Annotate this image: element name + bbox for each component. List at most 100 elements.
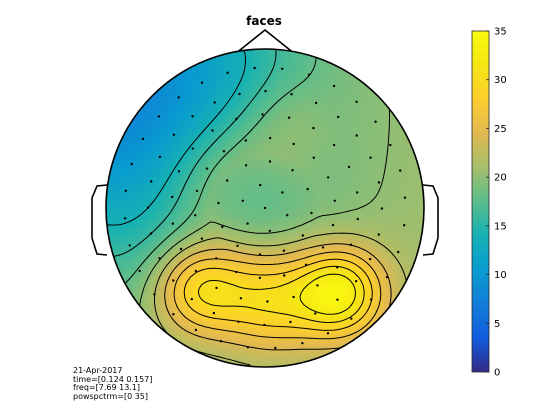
electrode-marker <box>141 137 145 141</box>
electrode-marker <box>368 257 372 261</box>
electrode-marker <box>281 67 284 71</box>
electrode-marker <box>213 101 216 104</box>
contour-line <box>299 273 356 315</box>
electrode-marker <box>333 199 336 202</box>
electrode-marker <box>332 84 336 88</box>
electrode-marker <box>389 143 392 147</box>
electrode-marker <box>268 136 272 140</box>
electrode-marker <box>244 164 248 167</box>
electrode-marker <box>286 214 289 217</box>
electrode-marker <box>130 162 133 166</box>
electrode-marker <box>326 332 330 335</box>
nose-outline <box>234 28 296 55</box>
electrode-marker <box>171 195 174 199</box>
electrode-marker <box>268 160 272 163</box>
electrode-marker <box>123 217 127 220</box>
electrode-marker <box>179 247 183 251</box>
colorbar-tick-label: 25 <box>494 124 507 135</box>
electrode-marker <box>397 250 400 254</box>
electrode-marker <box>259 183 262 187</box>
electrode-marker <box>292 142 295 146</box>
electrode-marker <box>195 189 199 193</box>
electrode-marker <box>219 340 223 343</box>
electrode-marker <box>177 170 181 173</box>
electrode-marker <box>312 156 315 159</box>
electrode-marker <box>306 187 309 191</box>
electrode-marker <box>241 199 244 202</box>
electrode-marker <box>258 276 262 280</box>
electrode-marker <box>354 280 358 283</box>
electrode-marker <box>177 96 180 99</box>
electrode-marker <box>274 346 277 350</box>
electrode-marker <box>291 169 294 172</box>
electrode-marker <box>347 165 351 169</box>
electrode-marker <box>350 317 353 320</box>
electrode-marker <box>356 217 359 221</box>
electrode-marker <box>172 313 175 316</box>
electrode-marker <box>355 100 358 104</box>
electrode-marker <box>157 115 160 118</box>
electrode-marker <box>292 295 295 299</box>
electrode-marker <box>244 139 247 142</box>
electrode-marker <box>314 101 318 105</box>
electrode-marker <box>377 181 381 184</box>
electrode-marker <box>301 342 304 345</box>
electrode-marker <box>266 300 269 303</box>
electrode-marker <box>331 223 335 227</box>
colorbar-tick-label: 15 <box>494 221 507 232</box>
electrode-marker <box>194 214 197 217</box>
electrode-marker <box>158 257 161 260</box>
head-outline <box>91 28 439 256</box>
electrode-marker <box>301 234 304 237</box>
electrode-marker <box>349 243 353 246</box>
electrode-marker <box>235 270 238 274</box>
electrode-marker <box>263 206 267 210</box>
electrode-marker <box>264 89 267 93</box>
electrode-marker <box>307 73 311 77</box>
electrode-marker <box>337 115 340 119</box>
electrode-marker <box>191 147 194 150</box>
electrode-marker <box>261 113 264 116</box>
contour-line <box>106 49 277 257</box>
electrode-marker <box>370 298 373 301</box>
electrode-marker <box>377 233 380 236</box>
electrode-marker <box>172 279 175 282</box>
electrode-marker <box>158 155 162 159</box>
electrode-marker <box>283 274 286 277</box>
electrode-marker <box>290 93 293 96</box>
electrode-marker <box>194 269 198 273</box>
electrode-marker <box>287 116 291 119</box>
electrode-marker <box>304 263 308 266</box>
electrode-marker <box>211 129 214 132</box>
electrode-marker <box>222 150 226 153</box>
electrode-marker <box>212 311 216 315</box>
info-time: time=[0.124 0.157] <box>73 374 153 384</box>
electrode-marker <box>190 297 193 301</box>
colorbar-tick-label: 5 <box>494 319 500 330</box>
electrode-marker <box>403 224 406 227</box>
electrode-marker <box>150 180 153 183</box>
electrode-marker <box>194 328 198 332</box>
colorbar-tick-label: 10 <box>494 270 507 281</box>
electrode-marker <box>332 143 336 147</box>
electrode-marker <box>124 189 128 192</box>
electrode-marker <box>221 225 224 229</box>
electrode-marker <box>385 275 389 279</box>
contour-line <box>183 258 373 331</box>
electrode-marker <box>215 286 218 290</box>
contour-lines <box>106 49 409 366</box>
electrode-marker <box>268 229 271 233</box>
electrode-marker <box>246 222 249 225</box>
electrode-marker <box>246 346 249 349</box>
electrode-marker <box>205 167 209 170</box>
electrode-marker <box>239 297 243 300</box>
electrode-marker <box>281 191 284 194</box>
electrode-marker <box>321 246 325 249</box>
electrode-marker <box>356 191 359 194</box>
electrode-marker <box>374 120 377 123</box>
electrode-marker <box>217 201 220 205</box>
electrode-marker <box>380 207 384 210</box>
right-ear-outline <box>422 184 439 256</box>
electrode-marker <box>310 211 313 215</box>
